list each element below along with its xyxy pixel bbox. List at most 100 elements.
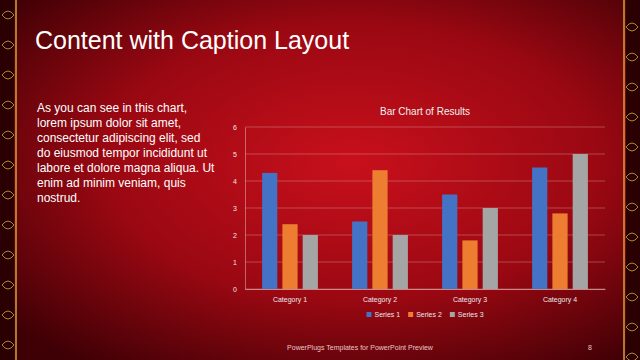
x-tick: Category 4 <box>543 289 577 304</box>
border-ornament <box>2 71 14 79</box>
legend: Series 1 Series 2 Series 3 <box>366 311 483 318</box>
grid-line <box>245 181 605 182</box>
y-tick: 0 <box>233 286 245 293</box>
border-ornament <box>2 251 14 259</box>
grid-line <box>245 262 605 263</box>
border-ornament <box>626 53 638 61</box>
border-band <box>626 0 640 360</box>
border-ornament <box>626 353 638 360</box>
border-band <box>0 0 14 360</box>
x-tick: Category 3 <box>453 289 487 304</box>
slide-title: Content with Caption Layout <box>35 26 349 54</box>
y-tick-label: 3 <box>233 205 237 212</box>
bars <box>262 154 588 289</box>
x-tick-label: Category 4 <box>543 296 577 304</box>
caption-line: enim ad minim veniam, quis <box>37 176 186 190</box>
y-tick: 1 <box>233 259 245 266</box>
y-tick: 6 <box>233 124 245 131</box>
grid-line <box>245 235 605 236</box>
legend-item: Series 3 <box>450 311 484 318</box>
y-tick: 2 <box>233 232 245 239</box>
x-axis: Category 1 Category 2 Category 3 Category 4 <box>246 289 606 304</box>
legend-item: Series 1 <box>366 311 400 318</box>
y-tick-label: 4 <box>233 178 237 185</box>
border-ornament <box>626 143 638 151</box>
caption-line: consectetur adipiscing elit, sed <box>37 131 200 145</box>
x-tick-label: Category 2 <box>363 296 397 304</box>
y-axis: 0 1 2 3 4 5 6 <box>233 124 245 293</box>
background <box>0 0 640 360</box>
caption-line: labore et dolore magna aliqua. Ut <box>37 161 215 175</box>
border-ornament <box>2 11 14 19</box>
border-ornament <box>2 191 14 199</box>
x-axis-line <box>246 289 606 290</box>
caption-line: As you can see in this chart, <box>37 101 187 115</box>
chart: Bar Chart of Results0123456Category 1Cat… <box>233 106 605 318</box>
border-ornament <box>626 293 638 301</box>
border-ornament <box>626 233 638 241</box>
border-ornament <box>2 311 14 319</box>
x-tick-label: Category 3 <box>453 296 487 304</box>
caption-line: do eiusmod tempor incididunt ut <box>37 146 208 160</box>
caption-line: lorem ipsum dolor sit amet, <box>37 116 181 130</box>
decoration <box>0 0 640 360</box>
bar <box>262 173 277 289</box>
legend-swatch <box>366 312 371 317</box>
y-tick-label: 0 <box>233 286 237 293</box>
legend-item: Series 2 <box>408 311 442 318</box>
grid-line <box>245 154 605 155</box>
legend-swatch <box>408 312 413 317</box>
bar <box>462 240 477 289</box>
caption: As you can see in this chart,lorem ipsum… <box>37 101 215 205</box>
x-tick: Category 2 <box>363 289 397 304</box>
chart-title: Bar Chart of Results <box>380 106 470 117</box>
border-ornament <box>626 203 638 211</box>
caption-line: nostrud. <box>37 191 80 205</box>
grid <box>245 127 605 289</box>
y-tick: 5 <box>233 151 245 158</box>
border-ornament <box>626 83 638 91</box>
bar <box>282 224 297 289</box>
x-tick: Category 1 <box>273 289 307 304</box>
bar <box>303 235 318 289</box>
border-ornament <box>2 341 14 349</box>
border-ornament <box>626 113 638 121</box>
y-tick: 4 <box>233 178 245 185</box>
y-tick-label: 2 <box>233 232 237 239</box>
border-ornament <box>2 161 14 169</box>
border-line <box>15 0 17 360</box>
page-number: 8 <box>588 344 592 351</box>
y-tick: 3 <box>233 205 245 212</box>
bar <box>483 208 498 289</box>
y-axis-line <box>245 128 246 290</box>
border-ornament <box>2 281 14 289</box>
slide: Content with Caption Layout As you can se… <box>0 0 640 360</box>
bar <box>573 154 588 289</box>
border-ornament <box>626 323 638 331</box>
grid-line <box>245 127 605 128</box>
grid-line <box>245 208 605 209</box>
border-line <box>623 0 625 360</box>
bar <box>552 213 567 289</box>
bar <box>393 235 408 289</box>
bar <box>372 170 387 289</box>
border-ornament <box>2 221 14 229</box>
bar <box>532 168 547 290</box>
border-ornament <box>2 131 14 139</box>
grid-line <box>245 289 605 290</box>
legend-label: Series 2 <box>416 311 442 318</box>
y-tick-label: 6 <box>233 124 237 131</box>
legend-swatch <box>450 312 455 317</box>
border-ornament <box>2 101 14 109</box>
footer: PowerPlugs Templates for PowerPoint Prev… <box>287 344 434 352</box>
border-ornament <box>626 263 638 271</box>
y-tick-label: 1 <box>233 259 237 266</box>
legend-label: Series 3 <box>458 311 484 318</box>
bar <box>442 195 457 290</box>
border-ornament <box>2 41 14 49</box>
y-tick-label: 5 <box>233 151 237 158</box>
border-ornament <box>626 23 638 31</box>
border-ornament <box>626 173 638 181</box>
x-tick-label: Category 1 <box>273 296 307 304</box>
legend-label: Series 1 <box>374 311 400 318</box>
